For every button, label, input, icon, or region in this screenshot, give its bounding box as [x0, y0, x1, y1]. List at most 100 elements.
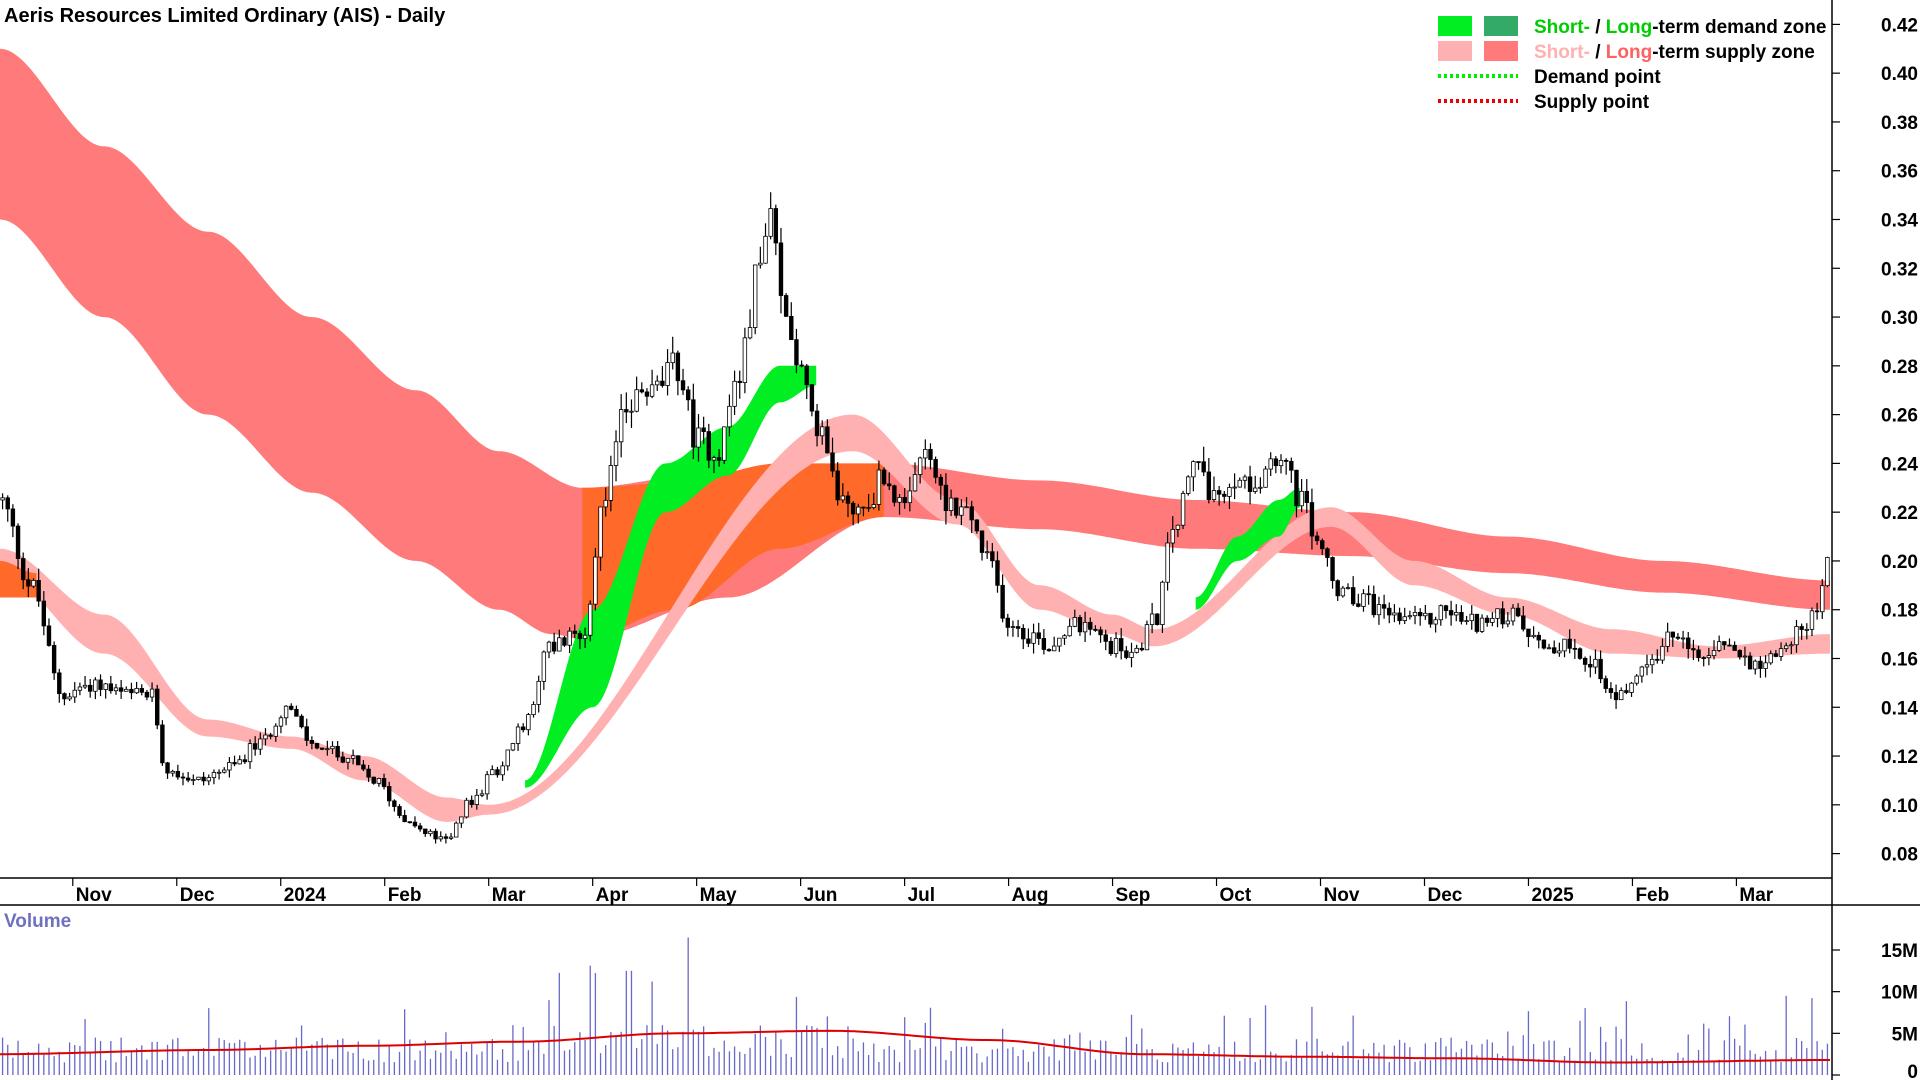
volume-average-line	[0, 1029, 1830, 1064]
candle-body	[1768, 653, 1773, 664]
date-tick-label: Dec	[180, 885, 215, 906]
candle-body	[1521, 615, 1526, 630]
candle-body	[1474, 613, 1480, 632]
candle-body	[1062, 635, 1067, 639]
candle-body	[1423, 612, 1428, 617]
candle-body	[582, 634, 588, 639]
candle-body	[1335, 580, 1340, 597]
candle-body	[1783, 645, 1789, 650]
candle-body	[1716, 641, 1722, 651]
volume-tick-label: 10M	[1881, 983, 1918, 1004]
candle-body	[98, 679, 103, 690]
candle-body	[1304, 490, 1309, 503]
candle-body	[1526, 628, 1531, 638]
candle-body	[685, 389, 691, 401]
candle-body	[1072, 617, 1078, 627]
date-tick-label: Mar	[492, 885, 526, 906]
candle-body	[211, 772, 217, 779]
candle-body	[180, 776, 186, 779]
candle-body	[1495, 608, 1500, 619]
candle-body	[1747, 655, 1753, 670]
candle-body	[495, 769, 500, 776]
candle-body	[1387, 607, 1392, 616]
candle-body	[392, 800, 397, 807]
candle-body	[917, 457, 923, 475]
candle-body	[1356, 603, 1361, 607]
price-tick-label: 0.32	[1881, 259, 1918, 280]
candle-body	[289, 705, 294, 710]
candle-body	[907, 490, 913, 504]
volume-tick-label: 0	[1907, 1062, 1918, 1080]
candle-body	[144, 691, 150, 698]
candle-body	[1005, 617, 1010, 628]
candle-body	[1722, 641, 1727, 646]
candle-body	[572, 630, 577, 634]
volume-layer	[0, 937, 1830, 1075]
legend-swatch-long	[1484, 41, 1518, 61]
legend-swatch-long	[1484, 16, 1518, 36]
candle-body	[1459, 612, 1464, 622]
candle-body	[1500, 608, 1505, 625]
candle-body	[1093, 628, 1098, 631]
candle-body	[608, 465, 614, 501]
candle-body	[1629, 682, 1634, 693]
candle-body	[242, 759, 248, 763]
price-tick-label: 0.20	[1881, 552, 1918, 573]
candle-body	[299, 715, 304, 728]
candle-body	[484, 774, 490, 795]
candle-body	[397, 806, 402, 816]
candle-body	[335, 745, 340, 758]
candle-body	[1268, 458, 1273, 470]
candle-body	[1763, 662, 1768, 669]
candle-body	[995, 560, 1000, 586]
candle-body	[356, 755, 361, 766]
candle-body	[711, 457, 717, 461]
candle-body	[1428, 612, 1433, 625]
candle-body	[1531, 634, 1536, 638]
candle-body	[1619, 690, 1624, 701]
candle-body	[252, 743, 258, 750]
volume-tick-label: 15M	[1881, 941, 1918, 962]
candle-body	[5, 497, 10, 510]
candle-body	[1402, 616, 1407, 621]
candle-body	[649, 384, 655, 397]
candle-body	[371, 776, 376, 784]
legend-label: Short- / Long-term supply zone	[1534, 42, 1815, 63]
candle-body	[10, 508, 16, 527]
candle-body	[62, 693, 67, 700]
candle-body	[1010, 626, 1016, 628]
candle-body	[82, 684, 88, 688]
candle-body	[1484, 617, 1490, 623]
candle-body	[304, 726, 309, 741]
candle-body	[15, 525, 21, 559]
candle-body	[294, 708, 299, 717]
candle-body	[1289, 460, 1294, 471]
candle-body	[1340, 587, 1346, 597]
price-tick-label: 0.36	[1881, 162, 1918, 183]
candle-body	[588, 603, 593, 636]
date-tick-label: Feb	[388, 885, 422, 906]
candle-body	[1021, 627, 1026, 640]
candle-body	[201, 776, 206, 782]
candle-body	[1258, 486, 1263, 489]
candle-body	[866, 507, 871, 509]
date-tick-label: Sep	[1116, 885, 1151, 906]
candle-body	[206, 777, 211, 782]
candle-body	[959, 506, 964, 516]
candle-body	[77, 686, 83, 691]
candle-body	[1031, 632, 1036, 644]
candle-body	[881, 469, 887, 485]
chart-title: Aeris Resources Limited Ordinary (AIS) -…	[4, 5, 446, 27]
candle-body	[1026, 638, 1031, 644]
candle-body	[196, 776, 201, 780]
candle-body	[593, 556, 598, 605]
date-tick-label: 2024	[284, 885, 327, 906]
candle-body	[325, 748, 330, 751]
legend-swatch-short	[1438, 41, 1472, 61]
candle-body	[1546, 647, 1552, 650]
legend-swatch-short	[1438, 16, 1472, 36]
candle-body	[948, 497, 954, 512]
candle-body	[129, 688, 134, 694]
candle-body	[1242, 476, 1248, 481]
candle-body	[974, 519, 980, 532]
